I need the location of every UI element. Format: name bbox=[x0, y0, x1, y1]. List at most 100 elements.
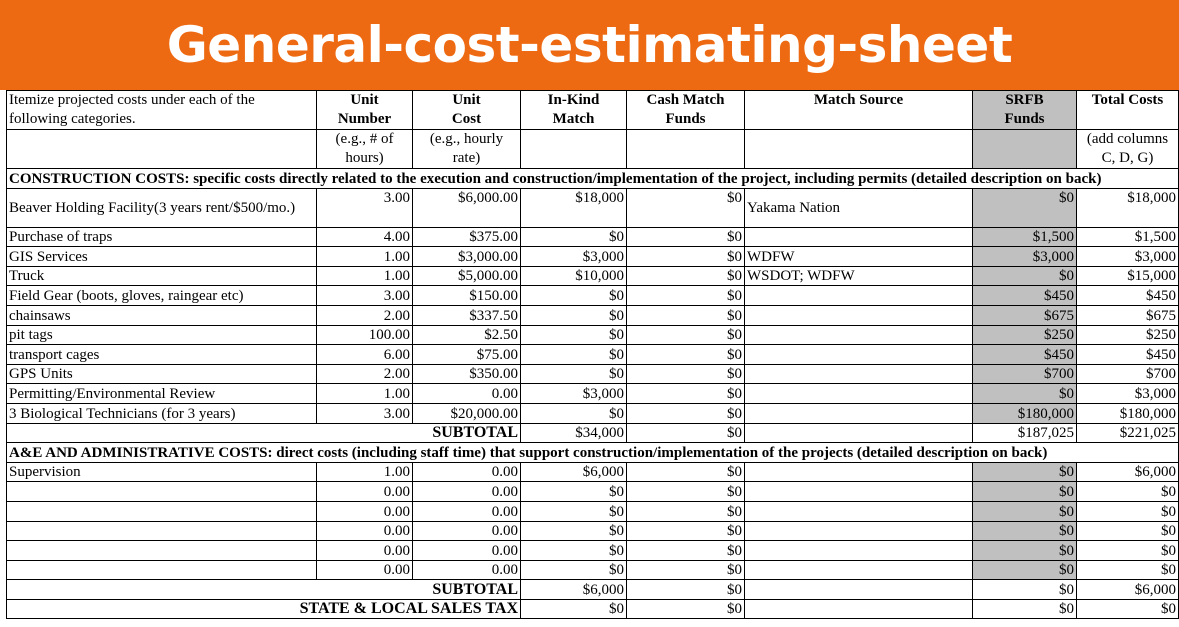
in-kind-value: $0 bbox=[520, 363, 627, 385]
unit-number-value: 1.00 bbox=[316, 383, 413, 404]
unit-number-value: 1.00 bbox=[316, 461, 413, 483]
match-source-value bbox=[744, 461, 973, 483]
header-subrow: (e.g., # of hours) (e.g., hourly rate) (ad… bbox=[6, 129, 1179, 169]
in-kind-value: $0 bbox=[520, 285, 627, 306]
unit-cost-value: $6,000.00 bbox=[412, 187, 521, 228]
cash-match-value: $0 bbox=[626, 324, 745, 346]
item-name bbox=[6, 481, 317, 502]
total-costs-value: $0 bbox=[1076, 481, 1179, 502]
construction-subtotal-source-blank bbox=[744, 422, 973, 444]
item-name: Supervision bbox=[6, 461, 317, 483]
match-source-value bbox=[744, 481, 973, 502]
unit-number-value: 3.00 bbox=[316, 187, 413, 228]
item-name: GIS Services bbox=[6, 246, 317, 267]
match-source-value bbox=[744, 344, 973, 365]
item-name bbox=[6, 520, 317, 542]
match-source-value bbox=[744, 226, 973, 248]
total-costs-value: $1,500 bbox=[1076, 226, 1179, 248]
table-row: 0.00 0.00 $0 $0 $0 $0 bbox=[6, 559, 1179, 581]
item-name: Field Gear (boots, gloves, raingear etc) bbox=[6, 285, 317, 306]
item-name: Purchase of traps bbox=[6, 226, 317, 248]
total-costs-value: $675 bbox=[1076, 304, 1179, 326]
header-description: Itemize projected costs under each of th… bbox=[6, 90, 317, 130]
total-costs-value: $450 bbox=[1076, 344, 1179, 365]
sales-tax-row-cash: $0 bbox=[626, 598, 745, 620]
cash-match-value: $0 bbox=[626, 265, 745, 287]
in-kind-value: $0 bbox=[520, 481, 627, 502]
match-source-value bbox=[744, 540, 973, 561]
table-row: 0.00 0.00 $0 $0 $0 $0 bbox=[6, 520, 1179, 542]
header-match-source: Match Source bbox=[744, 90, 973, 130]
total-costs-value: $250 bbox=[1076, 324, 1179, 346]
unit-number-value: 1.00 bbox=[316, 246, 413, 267]
header-sub-blank bbox=[626, 129, 745, 169]
construction-subtotal-cash: $0 bbox=[626, 422, 745, 444]
page-title: General-cost-estimating-sheet bbox=[166, 16, 1013, 74]
unit-number-value: 2.00 bbox=[316, 363, 413, 385]
admin-subtotal-cash: $0 bbox=[626, 579, 745, 600]
sales-tax-row-srfb: $0 bbox=[972, 598, 1077, 620]
unit-cost-value: 0.00 bbox=[412, 540, 521, 561]
header-srfb-funds: SRFB Funds bbox=[972, 90, 1077, 130]
cash-match-value: $0 bbox=[626, 500, 745, 522]
sales-tax-row-in-kind: $0 bbox=[520, 598, 627, 620]
unit-cost-value: $2.50 bbox=[412, 324, 521, 346]
item-name bbox=[6, 540, 317, 561]
srfb-funds-value: $0 bbox=[972, 559, 1077, 581]
admin-heading: A&E AND ADMINISTRATIVE COSTS: direct cos… bbox=[6, 442, 1179, 463]
total-costs-value: $15,000 bbox=[1076, 265, 1179, 287]
in-kind-value: $3,000 bbox=[520, 383, 627, 404]
srfb-funds-value: $450 bbox=[972, 344, 1077, 365]
header-sub-blank bbox=[744, 129, 973, 169]
table-row: 0.00 0.00 $0 $0 $0 $0 bbox=[6, 481, 1179, 502]
match-source-value bbox=[744, 304, 973, 326]
match-source-value bbox=[744, 383, 973, 404]
unit-cost-value: 0.00 bbox=[412, 559, 521, 581]
unit-number-value: 6.00 bbox=[316, 344, 413, 365]
table-row: Permitting/Environmental Review 1.00 0.00 $… bbox=[6, 383, 1179, 404]
srfb-funds-value: $450 bbox=[972, 285, 1077, 306]
cash-match-value: $0 bbox=[626, 246, 745, 267]
in-kind-value: $0 bbox=[520, 540, 627, 561]
item-name: transport cages bbox=[6, 344, 317, 365]
srfb-funds-value: $0 bbox=[972, 265, 1077, 287]
srfb-funds-value: $0 bbox=[972, 461, 1077, 483]
cash-match-value: $0 bbox=[626, 461, 745, 483]
admin-subtotal-in-kind: $6,000 bbox=[520, 579, 627, 600]
in-kind-value: $0 bbox=[520, 500, 627, 522]
unit-number-value: 3.00 bbox=[316, 285, 413, 306]
table-row: 0.00 0.00 $0 $0 $0 $0 bbox=[6, 540, 1179, 561]
in-kind-value: $0 bbox=[520, 324, 627, 346]
title-banner: General-cost-estimating-sheet bbox=[0, 0, 1179, 90]
match-source-value bbox=[744, 324, 973, 346]
match-source-value bbox=[744, 285, 973, 306]
cash-match-value: $0 bbox=[626, 344, 745, 365]
unit-number-value: 0.00 bbox=[316, 559, 413, 581]
header-unit-cost: Unit Cost bbox=[412, 90, 521, 130]
cash-match-value: $0 bbox=[626, 285, 745, 306]
unit-number-value: 3.00 bbox=[316, 402, 413, 424]
construction-subtotal-label: SUBTOTAL bbox=[6, 422, 521, 444]
cash-match-value: $0 bbox=[626, 402, 745, 424]
unit-cost-value: $20,000.00 bbox=[412, 402, 521, 424]
item-name: GPS Units bbox=[6, 363, 317, 385]
header-unit-number-note: (e.g., # of hours) bbox=[316, 129, 413, 169]
in-kind-value: $10,000 bbox=[520, 265, 627, 287]
cash-match-value: $0 bbox=[626, 559, 745, 581]
cash-match-value: $0 bbox=[626, 304, 745, 326]
header-row: Itemize projected costs under each of th… bbox=[6, 90, 1179, 130]
admin-subtotal: SUBTOTAL $6,000 $0 $0 $6,000 bbox=[6, 579, 1179, 600]
item-name: 3 Biological Technicians (for 3 years) bbox=[6, 402, 317, 424]
sales-tax-row-total: $0 bbox=[1076, 598, 1179, 620]
sales-tax-row: STATE & LOCAL SALES TAX $0 $0 $0 $0 bbox=[6, 598, 1179, 620]
header-description-line1: Itemize projected costs under each of th… bbox=[9, 92, 255, 108]
unit-cost-value: 0.00 bbox=[412, 481, 521, 502]
item-name: Beaver Holding Facility(3 years rent/$50… bbox=[6, 187, 317, 228]
total-costs-value: $0 bbox=[1076, 500, 1179, 522]
unit-cost-value: $375.00 bbox=[412, 226, 521, 248]
unit-cost-value: 0.00 bbox=[412, 520, 521, 542]
cash-match-value: $0 bbox=[626, 383, 745, 404]
construction-heading-row: CONSTRUCTION COSTS: specific costs direc… bbox=[6, 168, 1179, 189]
unit-cost-value: $75.00 bbox=[412, 344, 521, 365]
srfb-funds-value: $0 bbox=[972, 500, 1077, 522]
